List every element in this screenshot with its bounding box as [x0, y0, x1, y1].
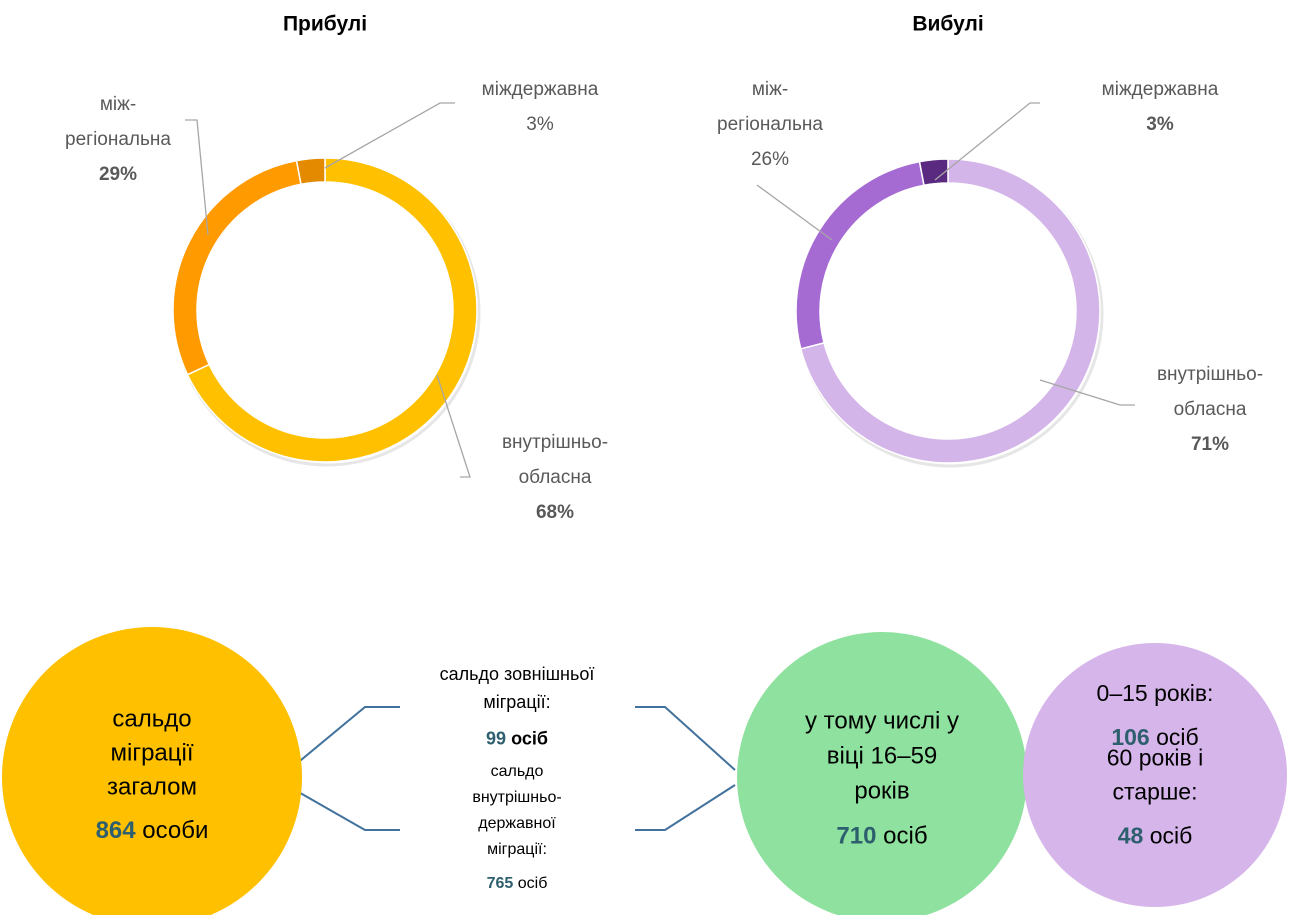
slice-label: внутрішньо- [1157, 364, 1263, 385]
slice-label: обласна [519, 467, 592, 488]
donut-slice [186, 157, 478, 463]
slice-value-label: 3% [526, 114, 554, 135]
value: 864 [96, 818, 137, 845]
value: 106 [1111, 724, 1149, 750]
summary-value: 48 осіб [1118, 822, 1193, 848]
slice-label: регіональна [65, 129, 171, 150]
working-age-circle [737, 632, 1027, 915]
slice-label: внутрішньо- [502, 432, 608, 453]
value: 99 [486, 728, 506, 748]
slice-value-label: 26% [751, 149, 789, 170]
donut-slice [172, 159, 302, 376]
donut-slice [918, 158, 949, 187]
bracket [635, 784, 736, 831]
donut-slice [795, 160, 925, 350]
leader-line [324, 102, 455, 169]
leader-line [1039, 379, 1135, 406]
summary-label: у тому числі у [805, 707, 959, 734]
summary-label: загалом [107, 773, 197, 800]
chart-title: Вибулі [912, 13, 983, 36]
summary-label: сальдо [491, 763, 544, 780]
age-groups-circle [1023, 643, 1287, 907]
bracket [635, 706, 736, 771]
summary-label: міграції: [483, 692, 550, 712]
summary-label: міграції [110, 739, 193, 766]
bracket [294, 789, 400, 831]
summary-label: 60 років і [1107, 744, 1203, 770]
value: 710 [836, 823, 876, 850]
value: 48 [1118, 822, 1144, 848]
summary-value: 710 осіб [836, 823, 927, 850]
unit: особи [142, 818, 208, 845]
value: 765 [487, 875, 514, 892]
slice-value-label: 3% [1146, 114, 1174, 135]
summary-value: 864 особи [96, 818, 209, 845]
summary-label: 0–15 років: [1097, 680, 1214, 706]
summary-label: внутрішньо- [472, 789, 561, 806]
slice-value-label: 29% [99, 164, 137, 185]
slice-value-label: 68% [536, 502, 574, 523]
summary-label: сальдо [112, 705, 191, 732]
summary-label: років [854, 777, 909, 804]
summary-value: 765 осіб [487, 875, 548, 892]
slice-label: між- [752, 79, 788, 100]
leader-line [756, 184, 833, 241]
slice-label: міждержавна [482, 79, 599, 100]
unit: осіб [511, 728, 548, 748]
leader-line [934, 102, 1040, 181]
bracket [294, 706, 400, 766]
unit: осіб [1150, 822, 1193, 848]
summary-label: старше: [1113, 778, 1198, 804]
summary-label: державної [478, 815, 556, 832]
total-circle [2, 627, 302, 915]
slice-label: між- [100, 94, 136, 115]
unit: осіб [518, 875, 548, 892]
leader-line [185, 119, 209, 236]
donut-slice [799, 158, 1101, 464]
unit: осіб [883, 823, 927, 850]
leader-line [436, 374, 471, 478]
summary-label: міграції: [487, 841, 547, 858]
summary-value: 106 осіб [1111, 724, 1198, 750]
donut-slice [295, 157, 326, 186]
slice-value-label: 71% [1191, 434, 1229, 455]
summary-label: сальдо зовнішньої [440, 664, 595, 684]
summary-value: 99 осіб [486, 728, 548, 748]
slice-label: обласна [1174, 399, 1247, 420]
slice-label: міждержавна [1102, 79, 1219, 100]
unit: осіб [1156, 724, 1199, 750]
summary-label: віці 16–59 [827, 742, 938, 769]
slice-label: регіональна [717, 114, 823, 135]
chart-title: Прибулі [283, 13, 367, 36]
